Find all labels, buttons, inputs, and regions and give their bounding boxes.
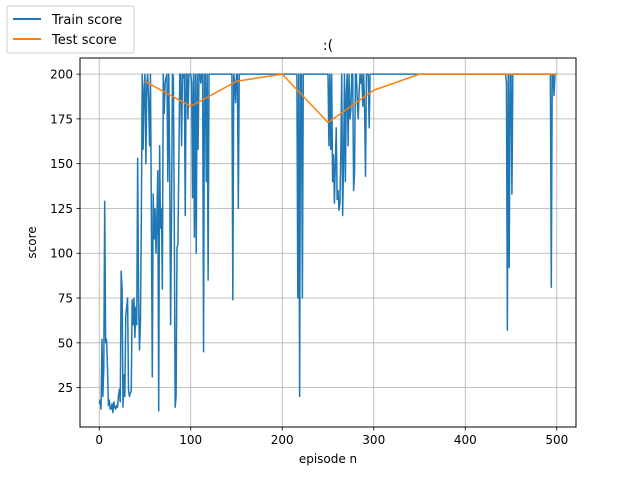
chart-title: :( bbox=[323, 38, 333, 54]
y-axis-label: score bbox=[25, 226, 39, 258]
y-tick-label: 100 bbox=[50, 247, 73, 261]
x-axis-label: episode n bbox=[299, 452, 357, 466]
x-tick-label: 400 bbox=[454, 433, 477, 447]
x-tick-label: 0 bbox=[95, 433, 103, 447]
series-lines bbox=[98, 73, 557, 414]
series-line-test-score bbox=[144, 73, 557, 124]
y-tick-label: 150 bbox=[50, 157, 73, 171]
legend: Train score Test score bbox=[6, 5, 135, 54]
y-tick-label: 50 bbox=[58, 336, 73, 350]
x-tick-label: 100 bbox=[179, 433, 202, 447]
axis-ticks: 0 100 200 300 400 500 25 50 75 100 125 150 175 200 bbox=[50, 68, 568, 447]
legend-label-train: Train score bbox=[51, 13, 122, 28]
legend-box bbox=[6, 5, 135, 54]
x-tick-label: 300 bbox=[362, 433, 385, 447]
series-line-train-score bbox=[98, 73, 557, 414]
y-tick-label: 175 bbox=[50, 112, 73, 126]
y-tick-label: 75 bbox=[58, 292, 73, 306]
plot-frame bbox=[79, 57, 577, 428]
y-tick-label: 200 bbox=[50, 68, 73, 82]
x-tick-label: 500 bbox=[545, 433, 568, 447]
y-tick-label: 25 bbox=[58, 381, 73, 395]
y-tick-label: 125 bbox=[50, 202, 73, 216]
legend-label-test: Test score bbox=[51, 33, 117, 48]
x-tick-label: 200 bbox=[271, 433, 294, 447]
